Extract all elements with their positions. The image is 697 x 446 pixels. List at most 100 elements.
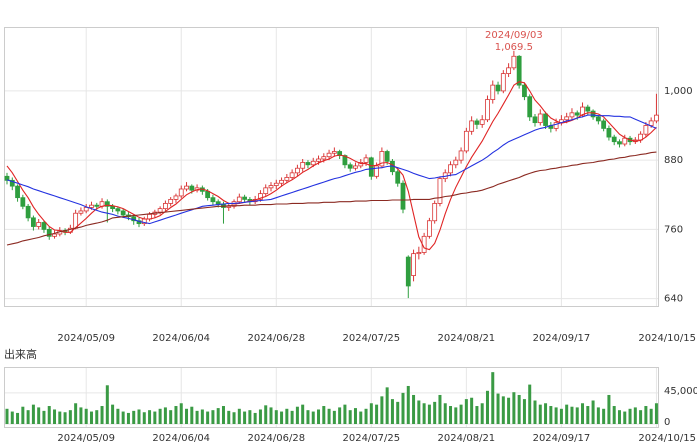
volume-bar bbox=[311, 411, 315, 424]
candle-body bbox=[569, 112, 575, 118]
volume-bar bbox=[274, 410, 278, 424]
volume-bar bbox=[68, 410, 72, 424]
volume-bar bbox=[454, 407, 458, 424]
candle-body bbox=[601, 120, 607, 129]
volume-bar bbox=[26, 410, 30, 424]
candle-body bbox=[305, 162, 311, 166]
volume-bar bbox=[332, 410, 336, 424]
volume-bar bbox=[443, 403, 447, 424]
candle-body bbox=[78, 210, 84, 214]
candle-body bbox=[622, 137, 628, 145]
volume-bar bbox=[596, 407, 600, 424]
candle-body bbox=[284, 177, 290, 181]
candle-body bbox=[458, 150, 464, 161]
volume-bar bbox=[269, 407, 273, 424]
volume-bar bbox=[427, 404, 431, 424]
candle-body bbox=[590, 110, 596, 118]
volume-bar bbox=[559, 408, 563, 424]
volume-bar bbox=[31, 404, 35, 424]
volume-bar bbox=[501, 396, 505, 424]
candle-body bbox=[294, 167, 300, 174]
candle-body bbox=[30, 217, 36, 227]
candle-body bbox=[485, 99, 490, 121]
candle-body bbox=[416, 252, 422, 255]
candle-body bbox=[395, 171, 401, 184]
candle-body bbox=[411, 253, 416, 276]
volume-bar bbox=[295, 406, 299, 424]
volume-bar bbox=[538, 404, 542, 424]
volume-bar bbox=[322, 406, 326, 424]
volume-bar bbox=[5, 408, 9, 424]
candle-body bbox=[46, 229, 52, 237]
volume-bar bbox=[507, 397, 511, 424]
volume-bar bbox=[290, 410, 294, 424]
candle-body bbox=[162, 203, 168, 210]
candle-body bbox=[104, 201, 110, 207]
volume-bar bbox=[390, 399, 394, 424]
volume-bar bbox=[623, 411, 627, 424]
candle-body bbox=[20, 197, 26, 207]
candle-body bbox=[89, 204, 94, 208]
volume-bar bbox=[285, 408, 289, 424]
candle-body bbox=[432, 203, 438, 222]
volume-bar bbox=[58, 411, 62, 424]
volume-bar bbox=[16, 412, 20, 424]
volume-bar bbox=[84, 408, 88, 424]
volume-bar bbox=[417, 400, 421, 424]
volume-bar bbox=[385, 387, 389, 424]
candle-body bbox=[611, 136, 617, 143]
volume-bar bbox=[200, 409, 204, 424]
x-tick-label: 2024/07/25 bbox=[342, 333, 400, 344]
volume-bar bbox=[248, 410, 252, 424]
candle-body bbox=[316, 158, 321, 162]
x-tick-label: 2024/06/28 bbox=[247, 433, 305, 444]
candle-body bbox=[205, 190, 211, 199]
candle-body bbox=[479, 119, 485, 125]
x-tick-label: 2024/06/04 bbox=[152, 433, 210, 444]
volume-bar bbox=[10, 411, 14, 424]
candle-body bbox=[374, 165, 380, 177]
x-tick-label: 2024/08/21 bbox=[438, 333, 496, 344]
volume-bar bbox=[53, 409, 57, 424]
volume-bar bbox=[470, 397, 474, 424]
volume-bar bbox=[153, 411, 157, 424]
volume-bar bbox=[485, 390, 489, 424]
annotation-value: 1,069.5 bbox=[495, 42, 533, 53]
candle-body bbox=[279, 179, 284, 184]
volume-bar bbox=[491, 372, 495, 424]
volume-bar bbox=[142, 412, 146, 424]
volume-bar bbox=[232, 412, 236, 424]
volume-bar bbox=[327, 408, 331, 424]
x-tick-label: 2024/09/17 bbox=[533, 433, 591, 444]
volume-bar bbox=[243, 411, 247, 424]
y-tick-label: 640 bbox=[664, 294, 683, 305]
candle-body bbox=[453, 159, 459, 166]
volume-bar bbox=[47, 406, 51, 424]
volume-bar bbox=[581, 403, 585, 424]
volume-bar bbox=[63, 412, 67, 424]
y-tick-label: 1,000 bbox=[664, 86, 693, 97]
candle-body bbox=[178, 188, 184, 197]
candle-body bbox=[236, 196, 242, 203]
volume-bar bbox=[211, 410, 215, 424]
y-tick-label: 760 bbox=[664, 224, 683, 235]
candle-body bbox=[210, 197, 216, 203]
volume-bar bbox=[512, 392, 516, 424]
x-tick-label: 2024/05/09 bbox=[57, 433, 115, 444]
volume-bar bbox=[496, 393, 500, 424]
candle-body bbox=[273, 182, 279, 186]
volume-bar bbox=[206, 411, 210, 424]
volume-bar bbox=[586, 406, 590, 424]
candle-body bbox=[469, 120, 475, 132]
volume-bar bbox=[401, 392, 405, 424]
volume-bar bbox=[617, 410, 621, 424]
volume-title: 出来高 bbox=[4, 347, 37, 361]
volume-bar bbox=[517, 394, 521, 424]
volume-bar bbox=[644, 406, 648, 424]
candle-body bbox=[400, 182, 406, 210]
volume-bar bbox=[253, 412, 257, 424]
candle-body bbox=[184, 185, 189, 190]
candle-body bbox=[495, 84, 501, 92]
volume-bar bbox=[607, 394, 611, 424]
volume-bar bbox=[554, 407, 558, 424]
